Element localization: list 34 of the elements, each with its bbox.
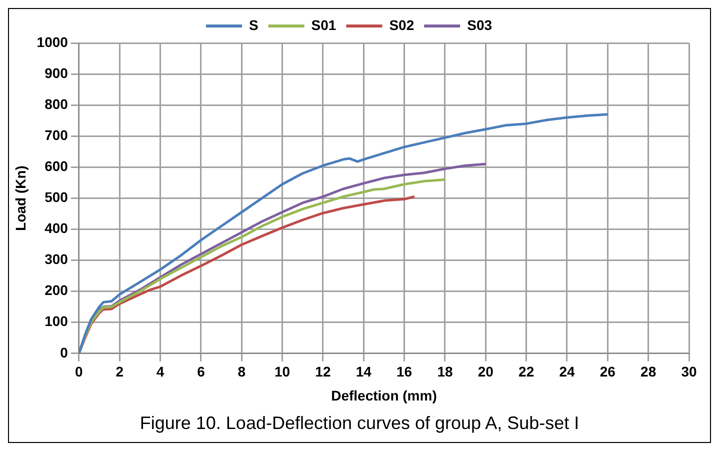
y-tick-label: 500: [44, 189, 68, 206]
x-tick-label: 20: [478, 364, 494, 380]
x-tick-label: 6: [197, 364, 206, 380]
x-tick-label: 4: [156, 364, 164, 380]
legend-label: S02: [389, 16, 414, 33]
legend-label: S03: [467, 16, 492, 33]
x-tick-label: 2: [116, 364, 124, 380]
x-tick-label: 8: [238, 364, 246, 380]
legend-label: S: [248, 16, 258, 33]
x-tick-label: 10: [274, 364, 290, 380]
x-tick-label: 18: [437, 364, 453, 380]
y-tick-label: 400: [44, 220, 68, 236]
y-tick-label: 1000: [36, 34, 68, 50]
x-tick-label: 22: [518, 364, 534, 380]
y-tick-label: 0: [60, 344, 68, 360]
x-tick-label: 28: [640, 364, 656, 380]
y-tick-label: 800: [44, 96, 68, 112]
y-tick-label: 700: [44, 126, 68, 143]
y-tick-label: 300: [44, 251, 68, 268]
caption: Figure 10. Load-Deflection curves of group A, Sub-set I: [138, 412, 580, 435]
x-tick-label: 0: [75, 364, 84, 380]
x-axis-title: Deflection (mm): [331, 387, 437, 404]
x-tick-label: 16: [396, 364, 412, 380]
y-tick-label: 600: [44, 158, 68, 174]
x-tick-label: 26: [600, 364, 616, 380]
legend-label: S01: [311, 16, 336, 33]
y-tick-label: 200: [44, 282, 68, 298]
x-tick-label: 30: [681, 364, 697, 380]
x-tick-label: 24: [559, 364, 575, 380]
y-tick-label: 100: [44, 313, 68, 330]
x-tick-label: 12: [315, 364, 331, 380]
x-tick-label: 14: [356, 364, 372, 380]
y-axis-title: Load (Kn): [12, 166, 28, 231]
y-tick-label: 900: [44, 64, 68, 81]
